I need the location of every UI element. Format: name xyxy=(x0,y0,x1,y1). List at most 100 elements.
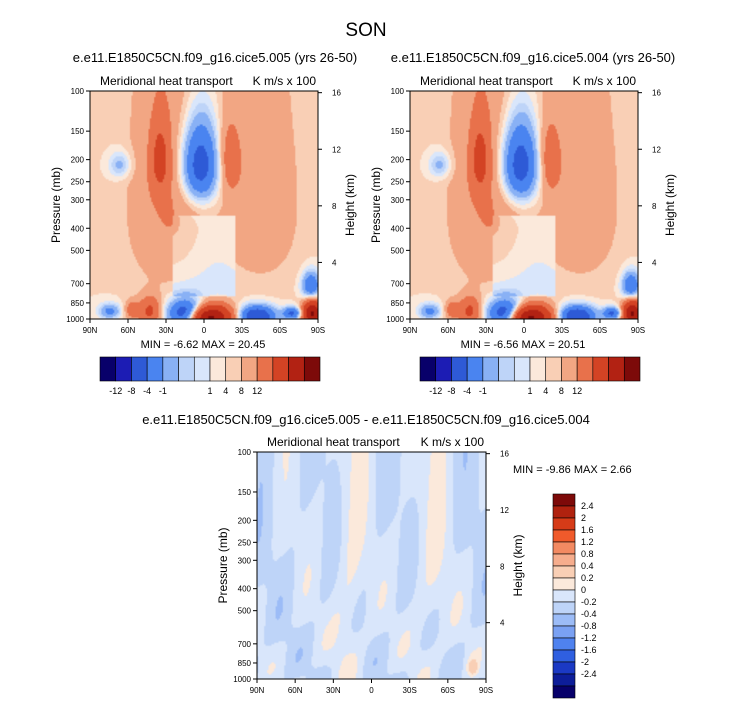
colorbar-cell xyxy=(146,356,164,382)
y-tick-label: 400 xyxy=(391,224,405,233)
stats-text: MIN = -9.86 MAX = 2.66 xyxy=(513,464,632,476)
colorbar-cell xyxy=(178,356,195,382)
stats-text: MIN = -6.62 MAX = 20.45 xyxy=(141,339,266,351)
colorbar-cell xyxy=(552,673,576,687)
colorbar-cell xyxy=(466,356,484,382)
y2-axis-label: Height (km) xyxy=(343,174,357,236)
colorbar-cell xyxy=(561,356,578,382)
colorbar-label: 0 xyxy=(581,585,586,595)
y-tick-label: 100 xyxy=(391,87,405,96)
y-tick-label: 100 xyxy=(71,87,85,96)
colorbar-cell xyxy=(552,541,576,555)
y-tick-label: 300 xyxy=(71,196,85,205)
x-tick-label: 90N xyxy=(83,326,98,335)
y-tick-label: 1000 xyxy=(233,675,251,684)
y-tick-label: 700 xyxy=(238,640,252,649)
y-tick-label: 700 xyxy=(71,280,85,289)
colorbar-cell xyxy=(552,565,576,579)
colorbar-label: -12 xyxy=(429,386,442,396)
y-tick-label: 100 xyxy=(238,448,252,457)
y-tick-label: 250 xyxy=(71,178,85,187)
x-tick-label: 0 xyxy=(522,326,527,335)
colorbar-label: 1 xyxy=(207,386,212,396)
colorbar-label: -1 xyxy=(159,386,167,396)
colorbar-label: -12 xyxy=(109,386,122,396)
colorbar-cell xyxy=(193,356,211,382)
y-tick-label: 400 xyxy=(238,585,252,594)
heatmap-field xyxy=(90,91,318,319)
colorbar-cell xyxy=(552,625,576,639)
y-tick-label: 500 xyxy=(391,246,405,255)
colorbar-cell xyxy=(552,553,576,567)
y-tick-label: 300 xyxy=(391,196,405,205)
y-tick-label: 1000 xyxy=(386,315,404,324)
colorbar-label: 8 xyxy=(559,386,564,396)
colorbar-cell xyxy=(623,356,641,382)
page-title: SON xyxy=(345,20,386,41)
y-axis-label: Pressure (mb) xyxy=(49,167,63,243)
colorbar-cell xyxy=(608,356,625,382)
colorbar-label: -8 xyxy=(127,386,135,396)
colorbar-cell xyxy=(552,613,576,627)
x-tick-label: 30N xyxy=(326,686,341,695)
colorbar-cell xyxy=(552,517,576,531)
colorbar-label: -4 xyxy=(463,386,471,396)
x-tick-label: 30N xyxy=(479,326,494,335)
y2-tick-label: 4 xyxy=(500,619,505,628)
y-tick-label: 150 xyxy=(71,127,85,136)
y-tick-label: 500 xyxy=(238,607,252,616)
x-tick-label: 60S xyxy=(441,686,455,695)
colorbar-label: -8 xyxy=(447,386,455,396)
colorbar-cell xyxy=(552,661,576,675)
colorbar-label: -0.2 xyxy=(581,597,597,607)
colorbar-cell xyxy=(288,356,305,382)
y-tick-label: 850 xyxy=(238,659,252,668)
y-tick-label: 200 xyxy=(71,156,85,165)
x-tick-label: 60N xyxy=(288,686,303,695)
x-tick-label: 90S xyxy=(631,326,645,335)
x-tick-label: 90S xyxy=(479,686,493,695)
panel-title: e.e11.E1850C5CN.f09_g16.cice5.005 - e.e1… xyxy=(142,412,590,427)
colorbar-cell xyxy=(419,356,437,382)
colorbar-cell xyxy=(451,356,468,382)
heatmap-field xyxy=(410,91,638,319)
panel-right-label: K m/s x 100 xyxy=(573,74,637,88)
colorbar-label: 0.2 xyxy=(581,573,594,583)
colorbar-cell xyxy=(303,356,321,382)
y-tick-label: 700 xyxy=(391,280,405,289)
colorbar-cell xyxy=(592,356,609,382)
x-tick-label: 90N xyxy=(403,326,418,335)
y-tick-label: 850 xyxy=(391,299,405,308)
y-tick-label: 400 xyxy=(71,224,85,233)
y2-tick-label: 4 xyxy=(332,258,337,267)
colorbar-label: 1.6 xyxy=(581,525,594,535)
colorbar-label: 0.8 xyxy=(581,549,594,559)
colorbar-label: 0.4 xyxy=(581,561,594,571)
y2-tick-label: 16 xyxy=(332,89,341,98)
colorbar-label: -4 xyxy=(143,386,151,396)
colorbar-cell xyxy=(162,356,179,382)
colorbar-label: 12 xyxy=(572,386,582,396)
y2-axis-label: Height (km) xyxy=(511,534,525,596)
colorbar-cell xyxy=(225,356,242,382)
y-tick-label: 850 xyxy=(71,299,85,308)
stats-text: MIN = -6.56 MAX = 20.51 xyxy=(461,339,586,351)
colorbar-cell xyxy=(552,577,576,591)
colorbar-cell xyxy=(115,356,132,382)
panel-left-label: Meridional heat transport xyxy=(100,74,233,88)
colorbar-label: 1.2 xyxy=(581,537,594,547)
colorbar-cell xyxy=(435,356,452,382)
colorbar-cell xyxy=(498,356,515,382)
colorbar-label: -0.8 xyxy=(581,621,597,631)
x-tick-label: 30S xyxy=(555,326,569,335)
colorbar-cell xyxy=(529,356,547,382)
colorbar-label: -0.4 xyxy=(581,609,597,619)
colorbar-cell xyxy=(552,601,576,615)
colorbar-label: 2 xyxy=(581,513,586,523)
x-tick-label: 60S xyxy=(593,326,607,335)
panel-left-label: Meridional heat transport xyxy=(420,74,553,88)
colorbar-cell xyxy=(552,685,576,699)
y-axis-label: Pressure (mb) xyxy=(369,167,383,243)
panel-right-label: K m/s x 100 xyxy=(421,435,485,449)
